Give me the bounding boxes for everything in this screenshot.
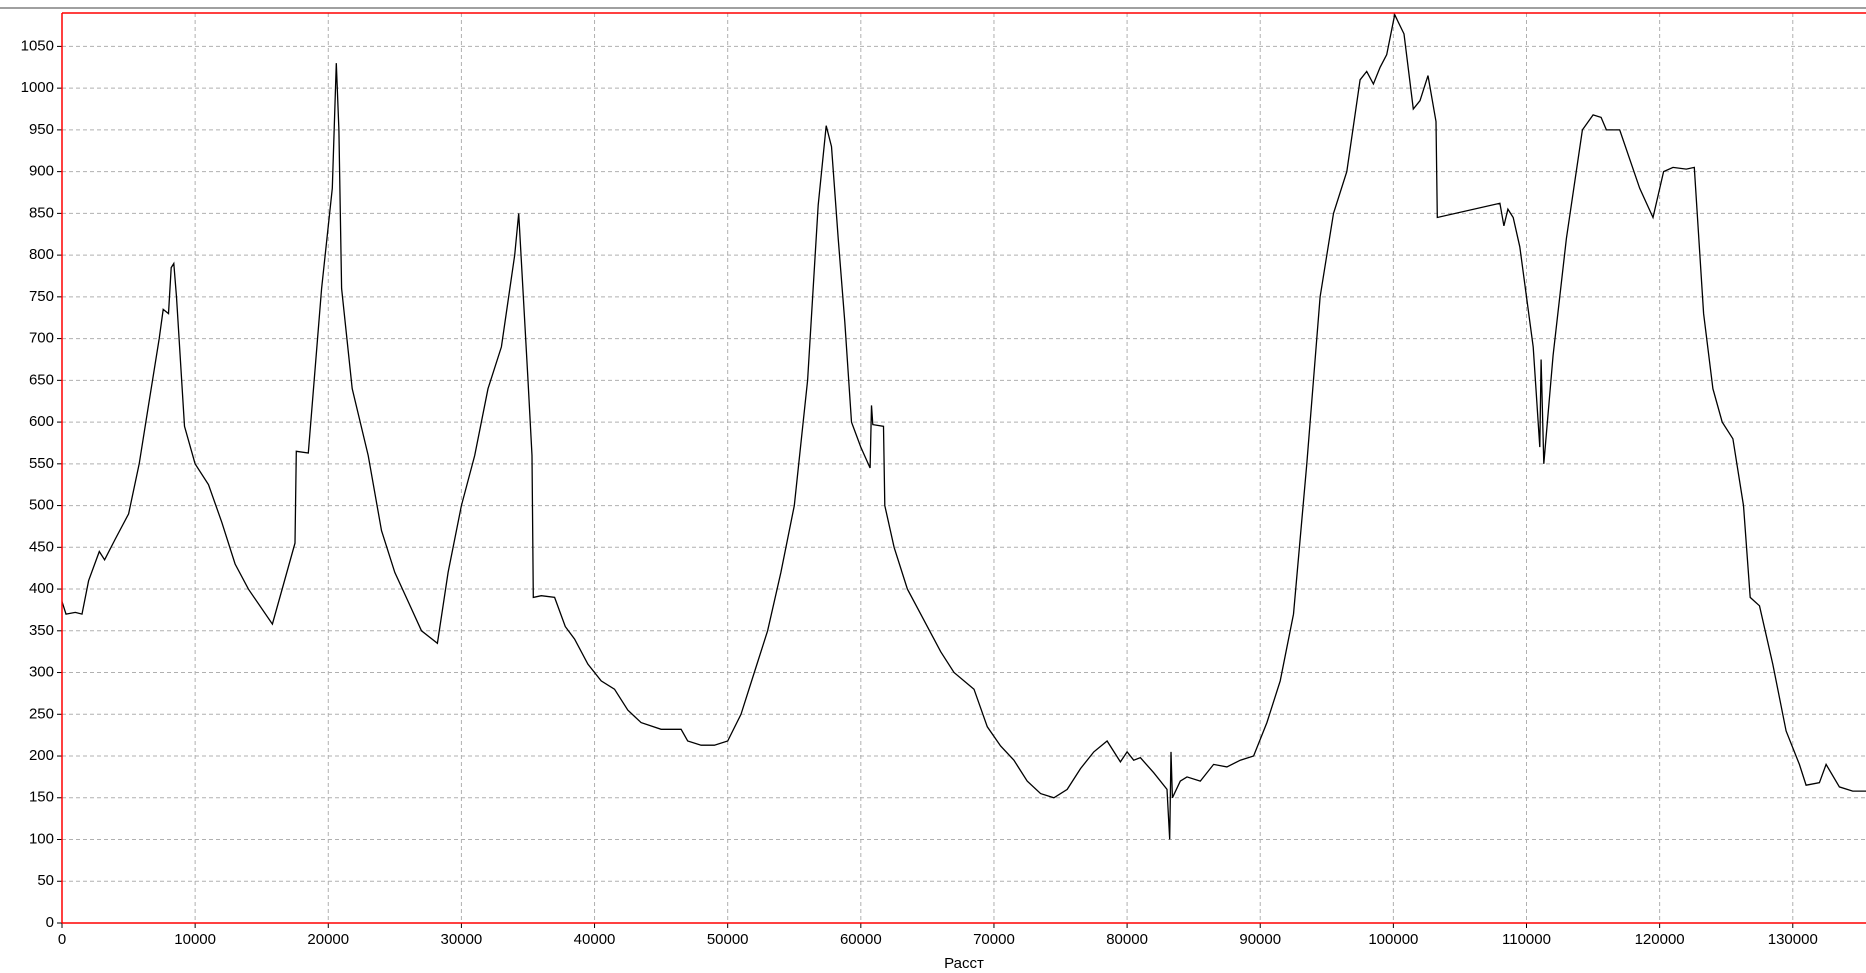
x-tick-label: 50000: [707, 931, 749, 948]
y-tick-label: 950: [29, 121, 54, 138]
x-tick-label: 40000: [574, 931, 616, 948]
y-tick-label: 1050: [21, 37, 54, 54]
x-tick-label: 100000: [1368, 931, 1418, 948]
y-tick-label: 350: [29, 622, 54, 639]
y-tick-label: 500: [29, 497, 54, 514]
y-tick-label: 550: [29, 455, 54, 472]
y-tick-label: 300: [29, 664, 54, 681]
y-tick-label: 800: [29, 246, 54, 263]
x-tick-label: 130000: [1768, 931, 1818, 948]
y-tick-label: 150: [29, 789, 54, 806]
x-tick-label: 60000: [840, 931, 882, 948]
y-tick-label: 850: [29, 204, 54, 221]
y-tick-label: 900: [29, 163, 54, 180]
x-tick-label: 30000: [441, 931, 483, 948]
data-line: [61, 12, 1866, 840]
x-tick-label: 0: [58, 931, 66, 948]
x-axis-label: Расст: [944, 955, 984, 972]
x-tick-label: 110000: [1502, 931, 1551, 948]
y-tick-label: 1000: [21, 79, 54, 96]
y-tick-label: 450: [29, 538, 54, 555]
y-tick-label: 0: [46, 914, 54, 931]
x-tick-label: 120000: [1635, 931, 1685, 948]
x-tick-label: 20000: [307, 931, 349, 948]
y-tick-label: 400: [29, 580, 54, 597]
x-tick-label: 10000: [174, 931, 216, 948]
y-tick-label: 50: [37, 872, 54, 889]
y-tick-label: 650: [29, 371, 54, 388]
y-tick-label: 700: [29, 330, 54, 347]
y-tick-label: 100: [29, 830, 54, 847]
y-tick-label: 200: [29, 747, 54, 764]
x-tick-label: 90000: [1239, 931, 1281, 948]
x-tick-label: 70000: [973, 931, 1015, 948]
y-tick-label: 600: [29, 413, 54, 430]
x-tick-label: 80000: [1106, 931, 1148, 948]
y-tick-label: 750: [29, 288, 54, 305]
y-tick-label: 250: [29, 705, 54, 722]
